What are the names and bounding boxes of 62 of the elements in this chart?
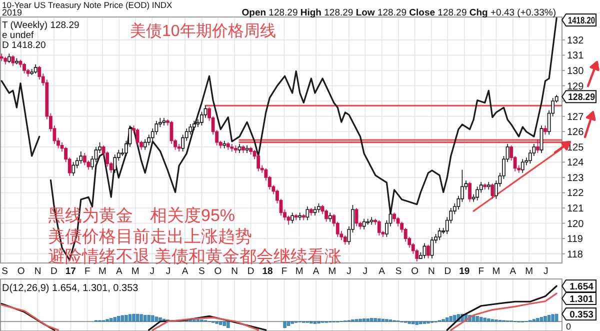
x-tick-label: J [543,266,548,277]
y-tick-label: 132 [567,35,584,46]
x-tick-label: M [295,266,304,277]
annotation: T (Weekly) 128.29 [2,20,80,31]
x-tick-label: N [231,266,238,277]
annotation: e undef [2,30,34,41]
x-tick-label: S [2,266,8,277]
x-tick-label: F [84,266,90,277]
x-tick-label: J [346,266,352,277]
annotation: D 1418.20 [2,40,46,51]
y-tick-label: 131 [567,50,584,62]
y-tick-label: 125 [567,142,584,154]
text: 1418.20 [568,16,600,26]
x-tick-label: A [116,266,124,277]
y-tick-label: 130 [567,66,584,77]
y-tick-label: 121 [567,203,584,214]
x-tick-label: O [411,266,418,277]
x-tick-label: M [328,266,336,277]
x-tick-label: M [525,266,534,277]
x-tick-label: D [247,266,254,277]
y-tick-label: 129 [567,81,584,92]
x-tick-label: S [198,266,205,277]
chart-title: D(12,26,9) 1.654, 1.301, 0.353 [2,283,139,294]
x-tick-label: S [395,266,402,277]
annotation: 1.654 [570,282,594,292]
y-tick-label: 120 [567,218,584,230]
x-tick-label: A [378,266,386,277]
x-tick-label: D [444,266,452,277]
x-tick-label: J [166,266,171,277]
y-tick-label: 127 [567,112,584,123]
x-tick-label: M [98,266,107,277]
y-tick-label: 119 [567,234,584,246]
y-tick-label: 123 [567,172,584,184]
x-tick-label: A [312,266,320,277]
y-tick-label: 118 [567,249,584,260]
x-tick-label: F [281,266,288,277]
annotation: 0.353 [570,310,594,321]
x-tick-label: A [510,266,517,277]
x-tick-label: N [34,266,42,277]
annotation: 1.301 [570,294,594,305]
text: Open 128.29 High 128.29 Low 128.29 Close 128.29 Chg +0.43 (+0.33%) [242,8,556,18]
x-tick-label: J [362,266,368,277]
x-tick-label: M [492,266,500,277]
text: 10-Year US Treasury Note Price (EOD) INDX [2,0,173,10]
x-tick-label: F [478,266,484,277]
y-tick-label: 124 [567,158,584,169]
x-tick-label: A [182,266,189,277]
x-tick-label: D [50,266,58,277]
annotation: 2019 [2,8,22,18]
x-tick-label: 19 [459,266,470,277]
x-tick-label: N [428,266,436,277]
y-tick-label: 126 [567,127,584,138]
y-tick-label: 122 [567,188,584,200]
x-tick-label: O [17,266,25,277]
x-tick-label: 18 [262,266,273,277]
annotation: 128.29 [568,92,598,104]
chart-title: 美债10年期价格周线 [130,22,276,40]
x-tick-label: O [214,266,222,277]
x-tick-label: M [131,266,140,277]
x-tick-label: 17 [65,266,76,277]
x-tick-label: J [150,266,155,277]
text: 0 [566,322,572,331]
